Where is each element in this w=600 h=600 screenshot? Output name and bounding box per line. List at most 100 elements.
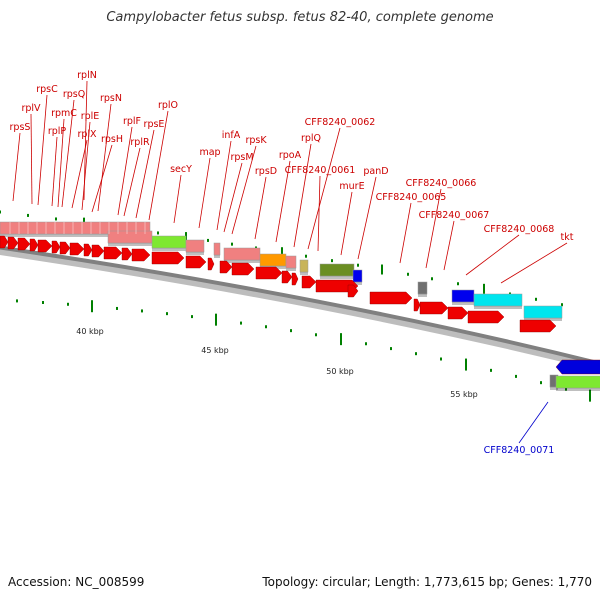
gene-arrow [83, 243, 93, 257]
gene-arrow [37, 239, 53, 253]
label-leader [81, 121, 91, 211]
gene-arrow [185, 255, 207, 269]
cog-box-shadow [320, 276, 354, 279]
cog-box-shadow [300, 272, 308, 275]
gene-label: rpsM [230, 152, 253, 163]
gene-label: rplX [77, 129, 97, 140]
label-leader [51, 136, 58, 207]
gene-label: rplF [123, 116, 141, 127]
gene-arrow [121, 247, 133, 261]
kbp-labels: 40 kbp 45 kbp 50 kbp 55 kbp [76, 327, 478, 399]
cog-box [473, 293, 523, 307]
label-leader [57, 118, 65, 208]
cog-box [223, 247, 261, 261]
label-leader [340, 191, 353, 256]
cog-box-shadow [418, 294, 427, 297]
label-leader [443, 220, 455, 271]
gene-arrow [281, 270, 293, 284]
gene-arrow [69, 242, 85, 256]
label-leader [61, 99, 75, 208]
cog-box-shadow [353, 282, 362, 285]
gene-arrow [291, 272, 299, 286]
label-leader [500, 242, 568, 284]
gene-arrow [131, 248, 151, 262]
label-leader [231, 145, 257, 235]
label-leader [399, 202, 412, 264]
cog-box-shadow [224, 260, 260, 263]
gene-label: rpmC [51, 108, 77, 119]
label-leader [317, 175, 321, 252]
cog-box [451, 289, 475, 303]
label-leader [357, 176, 377, 260]
label-leader [518, 401, 549, 444]
cog-box [319, 263, 355, 277]
gene-label: CFF8240_0061 [285, 165, 356, 176]
gene-label: rplR [130, 137, 150, 148]
gene-arrow [51, 240, 61, 254]
gene-arrow [59, 241, 71, 255]
cog-box [555, 375, 600, 389]
gene-label: rpsQ [63, 89, 85, 100]
tick-marks [0, 210, 591, 402]
label-leader [216, 140, 232, 231]
gene-arrow [207, 257, 215, 271]
gene-arrow [219, 260, 233, 274]
label-leader [37, 94, 48, 206]
cog-boxes [0, 221, 600, 391]
cog-box-shadow [108, 243, 152, 246]
gene-arrow [7, 236, 19, 250]
gene-label: rplO [158, 100, 178, 111]
label-leader [307, 127, 341, 250]
gene-label: rpsE [144, 119, 165, 130]
cog-box-shadow [214, 255, 220, 258]
gene-label: rpsD [255, 166, 277, 177]
gene-label: murE [339, 181, 364, 192]
cog-box-shadow [524, 318, 562, 321]
gene-label: infA [222, 130, 241, 141]
accession-label: Accession: NC_008599 [8, 575, 145, 589]
backbone [0, 245, 600, 366]
gene-label: rpsS [10, 122, 31, 133]
gene-label: rplV [21, 103, 41, 114]
gene-label: rpsH [101, 134, 123, 145]
label-leader [135, 129, 155, 219]
label-leader [117, 126, 133, 216]
cog-box-shadow [452, 302, 474, 305]
gene-label: rpsN [100, 93, 122, 104]
cog-box [523, 305, 563, 319]
gene-label: CFF8240_0066 [406, 178, 477, 189]
label-leaders [12, 80, 568, 444]
kbp-label: 40 kbp [76, 327, 104, 336]
gene-label: rplN [77, 70, 97, 81]
gene-label: CFF8240_0065 [376, 192, 447, 203]
gene-arrow [347, 284, 359, 298]
gene-label: CFF8240_0071 [484, 445, 555, 456]
label-leader [425, 188, 442, 269]
gene-label: secY [170, 164, 192, 175]
gene-arrow [369, 291, 413, 305]
label-leader [198, 157, 211, 229]
gene-arrow [555, 359, 600, 375]
cog-box-shadow [550, 387, 558, 390]
gene-arrow [91, 244, 105, 258]
label-leader [148, 110, 169, 221]
gene-arrow [103, 246, 123, 260]
gene-arrow [255, 266, 283, 280]
cog-box-shadow [286, 268, 296, 271]
gene-label: rpsK [245, 135, 267, 146]
cog-box [259, 253, 287, 267]
label-leader [12, 132, 21, 202]
gene-label: CFF8240_0062 [305, 117, 376, 128]
cog-box-shadow [474, 306, 522, 309]
cog-box [213, 242, 221, 256]
gene-arrow [419, 301, 449, 315]
gene-label: CFF8240_0067 [419, 210, 490, 221]
gene-label: rpoA [279, 150, 302, 161]
gene-arrow [29, 238, 39, 252]
map-title: Campylobacter fetus subsp. fetus 82-40, … [106, 10, 494, 25]
gene-label: CFF8240_0068 [484, 224, 555, 235]
cog-box [417, 281, 428, 295]
label-leader [71, 139, 88, 209]
